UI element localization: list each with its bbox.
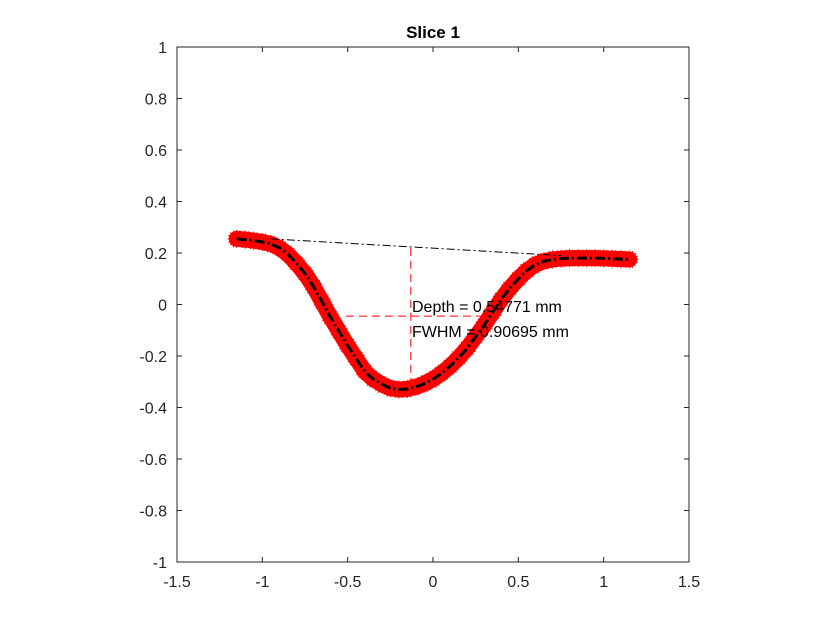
data-point xyxy=(492,290,511,309)
y-tick-label: 0.2 xyxy=(145,246,167,263)
y-tick-label: -0.8 xyxy=(139,504,167,521)
baseline-line xyxy=(270,238,562,257)
y-tick-label: -0.2 xyxy=(139,349,167,366)
x-tick-label: 1.5 xyxy=(678,574,700,591)
data-point xyxy=(620,250,639,269)
y-tick-label: -0.6 xyxy=(139,452,167,469)
fit-curve xyxy=(236,237,630,391)
y-tick-label: -1 xyxy=(153,555,167,572)
x-tick-label: -0.5 xyxy=(334,574,362,591)
y-tick-label: 0.6 xyxy=(145,143,167,160)
y-tick-label: -0.4 xyxy=(139,401,167,418)
x-tick-label: -1.5 xyxy=(163,574,191,591)
y-tick-label: 0.4 xyxy=(145,195,167,212)
x-tick-label: 0.5 xyxy=(507,574,529,591)
x-tick-label: 0 xyxy=(429,574,438,591)
x-tick-label: 1 xyxy=(599,574,608,591)
data-point xyxy=(432,364,451,383)
annotation-depth: Depth = 0.54771 mm xyxy=(412,299,562,316)
y-tick-label: 0 xyxy=(158,298,167,315)
y-tick-label: 0.8 xyxy=(145,92,167,109)
x-tick-label: -1 xyxy=(255,574,269,591)
y-tick-label: 1 xyxy=(158,40,167,57)
data-point xyxy=(244,231,263,250)
data-point xyxy=(526,255,545,274)
chart-title: Slice 1 xyxy=(406,23,460,42)
data-point xyxy=(500,279,519,298)
data-point xyxy=(406,377,425,396)
annotation-fwhm: FWHM = 0.90695 mm xyxy=(412,324,569,341)
